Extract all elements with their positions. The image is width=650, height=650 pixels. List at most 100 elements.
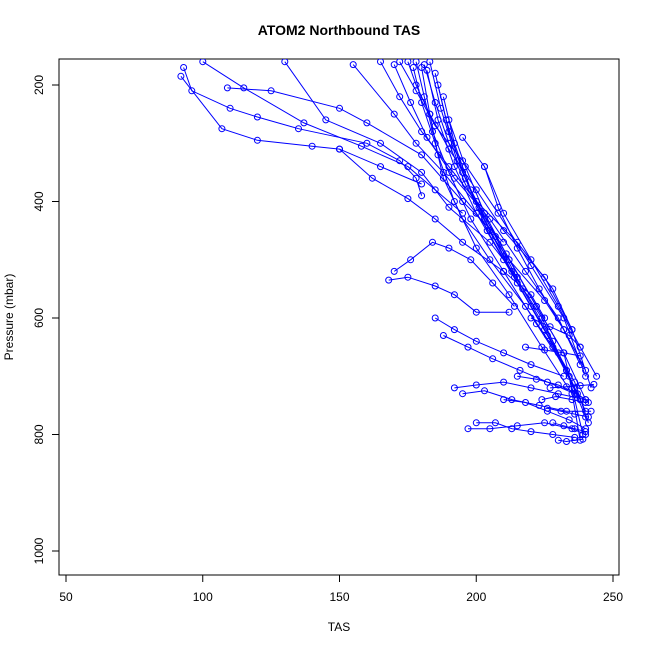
data-point xyxy=(538,396,546,404)
data-point xyxy=(450,384,458,392)
data-point xyxy=(180,64,188,71)
series-38 xyxy=(549,419,590,436)
series-line xyxy=(547,407,589,418)
data-point xyxy=(431,314,439,322)
data-point xyxy=(363,119,371,127)
data-point xyxy=(557,407,565,415)
data-point xyxy=(396,59,404,66)
series-30 xyxy=(464,419,590,438)
series-line xyxy=(541,396,586,403)
data-point xyxy=(445,203,453,211)
data-point xyxy=(489,355,497,363)
data-point xyxy=(481,163,488,171)
data-point xyxy=(571,425,579,433)
series-line xyxy=(407,61,592,389)
data-point xyxy=(500,267,508,275)
y-tick-label: 600 xyxy=(32,308,46,328)
data-point xyxy=(554,381,562,389)
series-line xyxy=(429,61,584,435)
data-point xyxy=(549,431,557,438)
series-line xyxy=(339,148,546,319)
data-point xyxy=(267,87,275,95)
data-point xyxy=(582,428,590,436)
data-point xyxy=(511,302,518,310)
series-line xyxy=(442,96,576,389)
data-point xyxy=(450,326,458,334)
data-point xyxy=(513,372,521,380)
data-point xyxy=(481,387,488,395)
data-point xyxy=(377,59,384,66)
data-point xyxy=(527,256,535,264)
data-point xyxy=(582,399,590,406)
data-point xyxy=(532,302,540,310)
series-line xyxy=(180,75,422,185)
series-line xyxy=(484,166,587,371)
series-layer xyxy=(177,59,601,445)
data-point xyxy=(494,203,502,211)
data-point xyxy=(560,372,568,380)
data-point xyxy=(409,64,417,71)
data-point xyxy=(590,380,598,388)
series-28 xyxy=(450,378,590,404)
x-tick-label: 150 xyxy=(329,590,349,604)
series-33 xyxy=(513,372,592,406)
data-point xyxy=(418,192,426,200)
data-point xyxy=(546,323,554,331)
data-point xyxy=(418,151,426,159)
series-9 xyxy=(390,61,584,369)
data-point xyxy=(576,343,584,351)
data-point xyxy=(404,59,412,66)
data-point xyxy=(459,133,467,141)
data-point xyxy=(491,419,499,427)
data-point xyxy=(439,93,447,101)
data-point xyxy=(500,378,508,386)
series-line xyxy=(558,438,583,443)
data-point xyxy=(412,139,420,147)
series-5 xyxy=(281,59,521,281)
data-point xyxy=(472,308,480,316)
data-point xyxy=(560,314,568,322)
series-22 xyxy=(459,133,601,380)
data-point xyxy=(571,410,579,418)
series-line xyxy=(393,241,515,307)
data-point xyxy=(464,425,472,433)
data-point xyxy=(459,238,467,246)
series-line xyxy=(284,61,518,278)
series-line xyxy=(434,317,564,377)
data-point xyxy=(418,180,426,188)
data-point xyxy=(546,384,554,392)
data-point xyxy=(565,332,573,339)
data-point xyxy=(467,186,475,194)
data-point xyxy=(563,366,570,374)
data-point xyxy=(549,419,557,427)
data-point xyxy=(281,59,289,66)
data-point xyxy=(300,119,308,127)
data-point xyxy=(412,59,420,66)
data-point xyxy=(434,81,442,89)
data-point xyxy=(472,244,480,252)
data-point xyxy=(434,151,442,159)
data-point xyxy=(563,383,570,391)
data-point xyxy=(527,314,535,322)
data-point xyxy=(522,399,529,406)
x-axis-label: TAS xyxy=(328,620,350,634)
data-point xyxy=(481,209,488,217)
data-point xyxy=(431,215,439,223)
data-point xyxy=(565,416,573,424)
data-point xyxy=(199,59,207,66)
series-35 xyxy=(527,314,584,351)
data-point xyxy=(582,413,590,421)
y-tick-label: 400 xyxy=(32,191,46,211)
data-point xyxy=(543,404,551,412)
data-point xyxy=(472,419,480,427)
data-point xyxy=(513,244,521,252)
data-point xyxy=(486,256,494,264)
series-40 xyxy=(546,380,598,392)
data-point xyxy=(535,285,543,293)
data-point xyxy=(584,413,592,421)
data-point xyxy=(527,361,535,369)
data-point xyxy=(505,308,513,316)
series-11 xyxy=(404,59,595,392)
data-point xyxy=(423,133,431,141)
data-point xyxy=(560,349,568,357)
